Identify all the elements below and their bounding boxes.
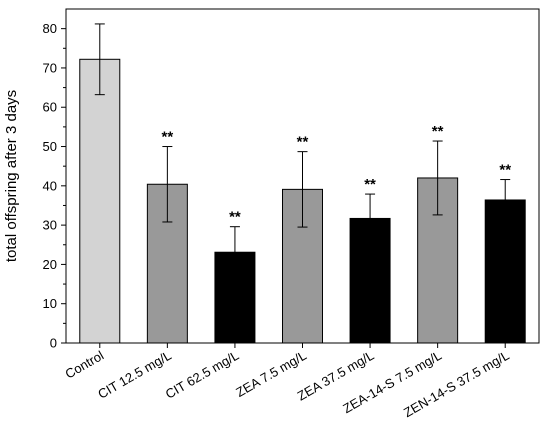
y-axis-title: total offspring after 3 days: [3, 90, 20, 262]
y-tick-label: 30: [43, 218, 57, 233]
x-tick-label: CIT 62.5 mg/L: [163, 348, 242, 402]
y-tick-label: 80: [43, 21, 57, 36]
significance-marker: **: [297, 134, 309, 151]
x-tick-label: CIT 12.5 mg/L: [95, 348, 174, 402]
bar: [79, 58, 121, 344]
bar: [484, 199, 526, 344]
y-tick-label: 0: [50, 336, 57, 351]
significance-marker: **: [432, 123, 444, 140]
y-tick-label: 50: [43, 139, 57, 154]
significance-marker: **: [229, 209, 241, 226]
significance-marker: **: [162, 129, 174, 146]
y-tick-label: 70: [43, 60, 57, 75]
y-tick-label: 60: [43, 100, 57, 115]
significance-marker: **: [499, 162, 511, 179]
y-tick-label: 20: [43, 257, 57, 272]
y-tick-label: 40: [43, 178, 57, 193]
significance-marker: **: [364, 176, 376, 193]
x-tick-label: Control: [62, 348, 106, 382]
y-tick-label: 10: [43, 296, 57, 311]
